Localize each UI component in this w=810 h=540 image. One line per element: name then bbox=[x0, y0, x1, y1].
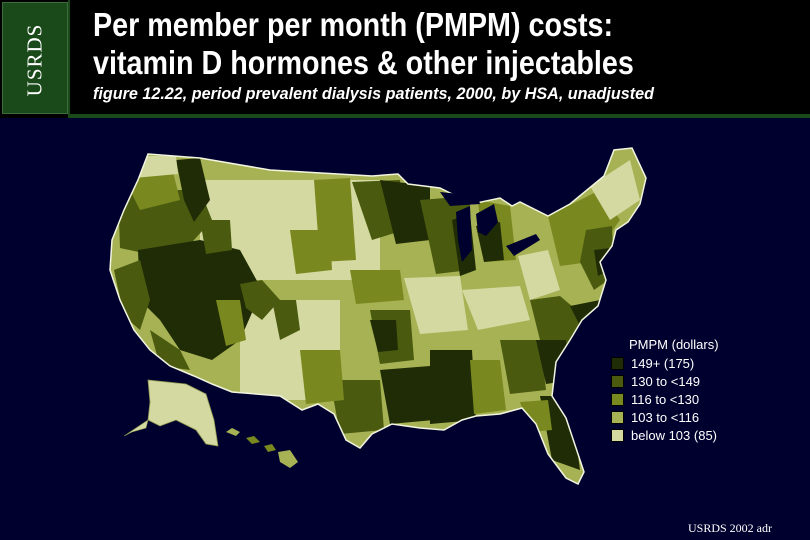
title-line-1: Per member per month (PMPM) costs: bbox=[93, 6, 614, 43]
hawaii bbox=[226, 428, 298, 468]
header-bar: USRDS Per member per month (PMPM) costs:… bbox=[0, 0, 810, 118]
legend-swatch bbox=[611, 410, 624, 424]
title-line-2: vitamin D hormones & other injectables bbox=[93, 44, 634, 81]
header-divider bbox=[68, 0, 70, 118]
alaska bbox=[123, 379, 219, 447]
great-lakes bbox=[440, 192, 540, 262]
us-outline bbox=[109, 147, 647, 486]
legend-label: 149+ (175) bbox=[631, 355, 695, 371]
footer-credit: USRDS 2002 adr bbox=[687, 521, 772, 535]
legend-label: below 103 (85) bbox=[631, 427, 717, 443]
legend-item-130-149: 130 to <149 bbox=[611, 372, 719, 390]
legend-label: 116 to <130 bbox=[631, 391, 700, 407]
logo-text: USRDS bbox=[22, 23, 47, 97]
legend-item-103-116: 103 to <116 bbox=[611, 408, 719, 426]
legend-title: PMPM (dollars) bbox=[629, 337, 719, 352]
legend-swatch bbox=[611, 374, 624, 388]
us-choropleth-map bbox=[109, 147, 647, 486]
legend-item-149-plus: 149+ (175) bbox=[611, 354, 719, 372]
legend-swatch bbox=[611, 356, 624, 370]
legend-label: 130 to <149 bbox=[631, 373, 701, 389]
legend-item-116-130: 116 to <130 bbox=[611, 390, 719, 408]
legend-item-below-103: below 103 (85) bbox=[611, 426, 719, 444]
legend-label: 103 to <116 bbox=[631, 409, 700, 425]
legend-swatch bbox=[611, 428, 624, 442]
usrds-logo: USRDS bbox=[2, 2, 68, 114]
slide-title: Per member per month (PMPM) costs: vitam… bbox=[93, 6, 634, 82]
slide-subtitle: figure 12.22, period prevalent dialysis … bbox=[93, 84, 654, 103]
legend-swatch bbox=[611, 392, 624, 406]
map-legend: PMPM (dollars) 149+ (175) 130 to <149 11… bbox=[611, 336, 719, 444]
header-rule bbox=[68, 114, 810, 118]
